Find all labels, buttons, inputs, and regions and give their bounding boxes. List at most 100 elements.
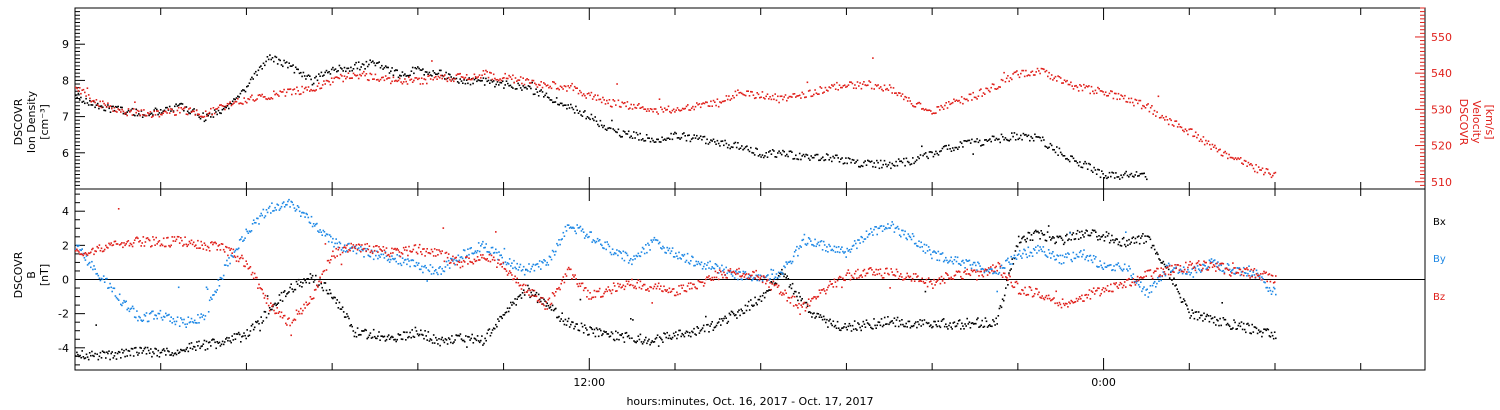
bx-point (1057, 236, 1060, 239)
bz-point (138, 241, 140, 243)
density-point (85, 97, 87, 100)
bz-point (651, 302, 653, 304)
bx-point (113, 355, 116, 357)
velocity-point (584, 94, 586, 97)
bx-point (409, 331, 411, 334)
bz-point (354, 247, 357, 250)
velocity-point (401, 82, 404, 85)
by-point (1160, 279, 1162, 282)
density-point (582, 111, 585, 113)
bz-point (883, 272, 886, 274)
bx-point (1001, 298, 1004, 300)
bx-point (877, 321, 880, 323)
by-point (263, 216, 266, 219)
density-point (928, 151, 931, 153)
bx-point (870, 326, 872, 329)
velocity-point (165, 110, 167, 113)
velocity-point (1148, 110, 1151, 113)
bx-point (1256, 332, 1259, 335)
density-point (134, 114, 136, 117)
bz-point (187, 243, 190, 246)
velocity-point (924, 108, 927, 110)
bz-point (675, 294, 677, 297)
by-point (774, 276, 777, 278)
velocity-point (1094, 89, 1097, 92)
by-point (572, 226, 574, 229)
by-point (1007, 257, 1009, 260)
velocity-point (310, 88, 312, 91)
velocity-point (177, 106, 180, 109)
velocity-point (950, 102, 953, 105)
bx-point (1192, 312, 1195, 314)
velocity-point (994, 88, 996, 90)
by-point (640, 251, 643, 253)
bz-point (844, 279, 846, 282)
velocity-point (270, 97, 272, 99)
bx-point (453, 341, 455, 343)
bx-point (819, 314, 822, 316)
bx-point (757, 298, 760, 301)
velocity-point (190, 111, 193, 113)
velocity-point (796, 95, 798, 97)
density-point (845, 157, 847, 159)
velocity-point (1044, 70, 1046, 73)
bx-point (594, 335, 597, 338)
density-point (1041, 136, 1044, 139)
bx-point (671, 336, 674, 339)
bx-point (1099, 238, 1101, 241)
by-point (1159, 275, 1161, 278)
density-point (198, 116, 200, 118)
bx-point (204, 349, 207, 351)
density-point (789, 150, 792, 152)
bz-point (873, 271, 875, 273)
bz-point (495, 231, 497, 233)
bz-point (535, 295, 538, 298)
bz-point (306, 304, 308, 306)
by-point (334, 242, 336, 245)
density-point (654, 141, 657, 143)
velocity-point (521, 82, 523, 85)
bz-point (665, 290, 667, 292)
bottom-panel-x-ticks (160, 189, 1362, 370)
bx-point (578, 329, 581, 332)
bx-point (478, 341, 481, 344)
density-point (824, 159, 827, 161)
bx-point (747, 300, 750, 303)
density-point (766, 156, 769, 158)
bz-point (378, 246, 380, 248)
density-point (363, 63, 365, 66)
by-point (312, 223, 315, 225)
density-point (1014, 139, 1017, 141)
bz-point (739, 275, 741, 278)
velocity-point (345, 77, 347, 80)
velocity-point (163, 110, 166, 113)
bz-point (251, 271, 254, 274)
bx-point (386, 335, 389, 338)
bz-point (664, 289, 666, 291)
by-point (671, 247, 674, 249)
by-point (610, 253, 613, 256)
density-point (921, 145, 923, 148)
by-point (520, 270, 523, 272)
by-point (803, 233, 806, 236)
by-point (1143, 286, 1145, 288)
density-point (687, 134, 689, 137)
bx-point (780, 273, 782, 275)
bx-point (385, 338, 388, 341)
velocity-point (216, 108, 218, 110)
bx-point (1237, 324, 1240, 327)
by-point (90, 266, 92, 269)
bx-point (542, 303, 544, 305)
by-point (1017, 253, 1020, 255)
bz-point (335, 247, 337, 250)
velocity-point (696, 102, 698, 104)
density-point (1025, 133, 1027, 136)
density-point (116, 106, 118, 108)
density-point (843, 162, 846, 164)
by-point (412, 259, 415, 262)
bz-point (256, 276, 258, 279)
bx-point (277, 302, 280, 304)
bz-point (902, 279, 904, 281)
density-point (944, 145, 946, 147)
bz-point (459, 266, 462, 269)
